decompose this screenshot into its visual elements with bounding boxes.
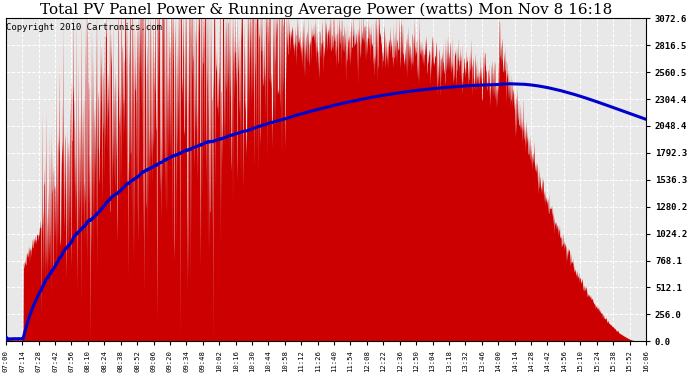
- Title: Total PV Panel Power & Running Average Power (watts) Mon Nov 8 16:18: Total PV Panel Power & Running Average P…: [40, 3, 612, 17]
- Text: Copyright 2010 Cartronics.com: Copyright 2010 Cartronics.com: [6, 23, 162, 32]
